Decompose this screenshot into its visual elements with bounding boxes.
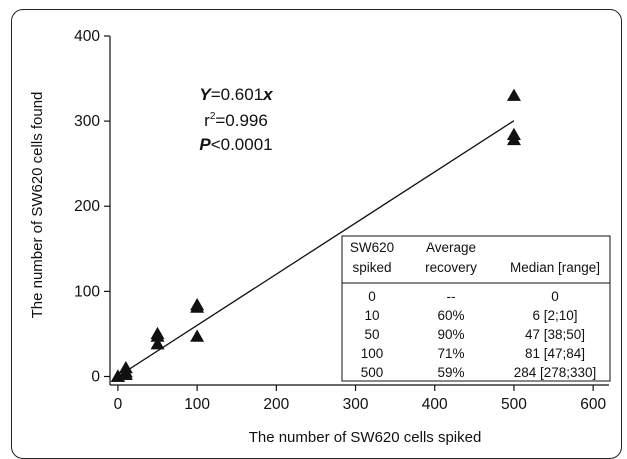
equation-rest: =0.601 <box>211 85 263 104</box>
table-cell: 50 <box>364 327 379 342</box>
y-tick-label: 200 <box>74 198 100 215</box>
table-cell: 59% <box>437 365 464 380</box>
x-tick-label: 400 <box>422 396 448 413</box>
y-axis-label: The number of SW620 cells found <box>29 92 46 319</box>
data-point-triangle <box>506 127 521 140</box>
equation-x: x <box>262 85 274 104</box>
data-point-triangle <box>150 337 165 350</box>
data-point-triangle <box>190 297 205 311</box>
r-sup: 2 <box>210 111 216 122</box>
data-point-triangle <box>506 88 521 101</box>
table-cell: 100 <box>361 346 384 361</box>
y-tick-label: 0 <box>91 368 100 385</box>
y-tick-label: 300 <box>74 113 100 130</box>
equation-var: Y <box>199 85 212 104</box>
x-axis-label: The number of SW620 cells spiked <box>249 429 482 446</box>
x-tick-label: 100 <box>184 396 210 413</box>
table-header-col3: Median [range] <box>510 260 600 275</box>
table-cell: 284 [278;330] <box>514 365 597 380</box>
equation-annotation: Y=0.601x <box>199 85 274 104</box>
data-point-triangle <box>118 360 133 374</box>
x-tick-label: 200 <box>263 396 289 413</box>
table-cell: 81 [47;84] <box>525 346 585 361</box>
table-cell: 90% <box>437 327 464 342</box>
recovery-table: SW620 spiked Average recovery Median [ra… <box>341 235 611 382</box>
p-var: P <box>199 135 211 154</box>
x-tick-label: 0 <box>114 396 123 413</box>
r-value: =0.996 <box>215 111 267 130</box>
table-cell: 47 [38;50] <box>525 327 585 342</box>
table-cell: 71% <box>437 346 464 361</box>
r-text: r <box>204 111 210 130</box>
table-cell: 10 <box>364 308 379 323</box>
x-tick-label: 300 <box>343 396 369 413</box>
table-cell: 0 <box>551 289 559 304</box>
table-cell: 60% <box>437 308 464 323</box>
table-cell: 0 <box>368 289 376 304</box>
table-header-col1-line1: SW620 <box>350 240 394 255</box>
data-point-triangle <box>190 329 205 342</box>
table-cell: 6 [2;10] <box>532 308 577 323</box>
p-value: <0.0001 <box>211 135 273 154</box>
table-header-col1-line2: spiked <box>352 260 391 275</box>
y-tick-label: 400 <box>74 28 100 45</box>
table-border <box>341 235 611 382</box>
table-cell: -- <box>447 289 456 304</box>
x-tick-label: 600 <box>580 396 606 413</box>
y-tick-label: 100 <box>74 283 100 300</box>
regression-line <box>117 120 515 378</box>
data-point-triangle <box>150 326 165 340</box>
table-header-col2-line1: Average <box>426 240 476 255</box>
table-cell: 500 <box>361 365 384 380</box>
table-header-col2-line2: recovery <box>425 260 477 275</box>
x-tick-label: 500 <box>501 396 527 413</box>
p-value-annotation: P<0.0001 <box>199 135 272 154</box>
r-squared-annotation: r2=0.996 <box>204 111 268 130</box>
